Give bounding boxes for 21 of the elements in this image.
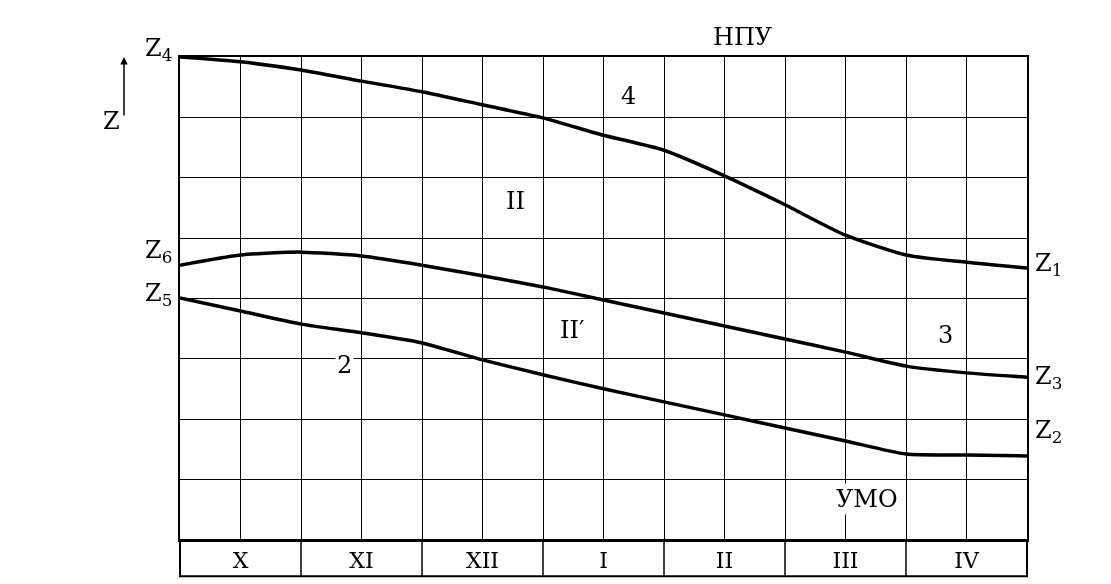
text: Z$_{1}$ xyxy=(1035,249,1063,281)
x-tick-label: IV xyxy=(954,548,980,574)
x-tick-label: I xyxy=(599,548,608,574)
text: Z$_{3}$ xyxy=(1035,362,1063,394)
x-tick-label: III xyxy=(832,548,859,574)
annotation: 3 xyxy=(938,321,954,349)
annotation: УМО xyxy=(836,485,898,513)
annotation: 2 xyxy=(337,351,353,379)
y-axis-title: Z xyxy=(103,107,120,135)
annotation: 4 xyxy=(621,82,637,110)
x-tick-label: XII xyxy=(465,548,500,574)
text: НПУ xyxy=(713,23,773,51)
text: Z$_{6}$ xyxy=(145,236,173,268)
x-tick-label: II xyxy=(715,548,734,574)
annotation: II′ xyxy=(560,316,585,344)
x-tick-label: XI xyxy=(349,548,374,574)
x-tick-label: X xyxy=(232,548,249,574)
annotation: II xyxy=(506,187,525,215)
text: Z$_{4}$ xyxy=(145,34,173,66)
text: Z$_{5}$ xyxy=(145,279,173,311)
text: Z$_{2}$ xyxy=(1035,416,1063,448)
